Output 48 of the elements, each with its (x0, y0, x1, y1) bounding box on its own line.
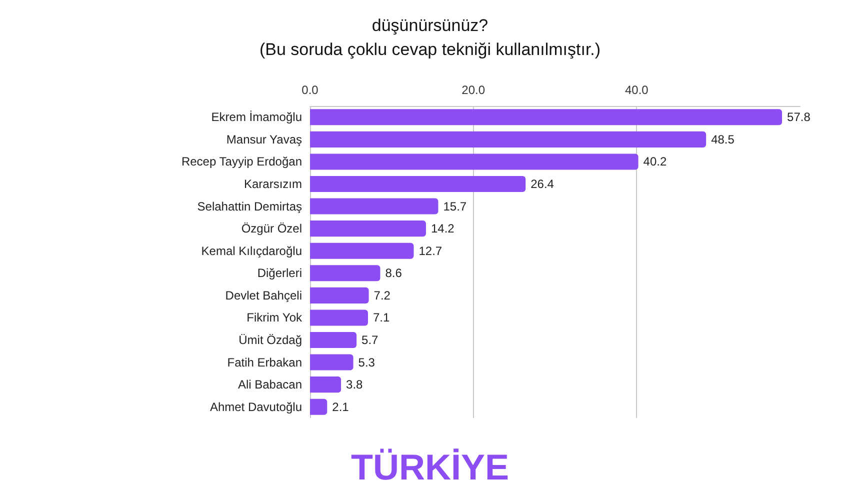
data-label: 5.7 (362, 333, 379, 347)
data-label: 3.8 (346, 378, 364, 392)
y-tick-label: Kemal Kılıçdaroğlu (201, 244, 302, 258)
data-label: 12.7 (418, 244, 442, 258)
data-label: 2.1 (332, 400, 350, 414)
data-label: 48.5 (711, 132, 735, 146)
bar (310, 287, 369, 304)
bar (310, 154, 638, 170)
bar (310, 354, 354, 370)
y-tick-label: Devlet Bahçeli (225, 288, 302, 302)
bar (310, 376, 342, 393)
y-tick-label: Ümit Özdağ (238, 333, 302, 347)
chart-subtitle: (Bu soruda çoklu cevap tekniği kullanılmıştır.) (259, 40, 601, 59)
data-label: 26.4 (530, 177, 554, 191)
data-label: 7.1 (372, 310, 390, 325)
y-tick-label: Selahattin Demirtaş (197, 199, 302, 214)
x-tick-label: 20.0 (462, 83, 486, 97)
y-tick-label: Recep Tayyip Erdoğan (181, 154, 302, 169)
bar (310, 176, 526, 192)
y-tick-label: Özgür Özel (241, 222, 302, 236)
bar (310, 332, 357, 348)
y-tick-label: Mansur Yavaş (226, 132, 302, 146)
y-tick-label: Kararsızım (244, 177, 302, 191)
data-label: 14.2 (430, 222, 455, 236)
data-label: 5.3 (358, 355, 376, 370)
y-tick-label: Fatih Erbakan (227, 355, 302, 370)
bar (310, 198, 438, 214)
bar (310, 131, 706, 148)
x-tick-label: 40.0 (624, 83, 649, 97)
chart-title: düşünürsünüz? (372, 16, 488, 35)
data-label: 40.2 (643, 154, 667, 169)
bar (310, 109, 782, 126)
x-tick-label: 0.0 (302, 83, 319, 97)
y-tick-label: Fikrim Yok (246, 310, 303, 325)
y-tick-label: Ali Babacan (238, 378, 302, 392)
y-tick-label: Ekrem İmamoğlu (211, 110, 302, 124)
bar (310, 398, 328, 415)
text: TÜRKİYE (350, 446, 510, 488)
y-tick-label: Ahmet Davutoğlu (210, 400, 302, 414)
data-label: 7.2 (374, 288, 391, 302)
bar (310, 265, 380, 282)
bar (310, 220, 426, 237)
bar (310, 242, 414, 259)
y-tick-label: Diğerleri (257, 266, 302, 280)
bar (310, 310, 368, 326)
data-label: 8.6 (385, 266, 402, 280)
data-label: 57.8 (787, 110, 811, 124)
data-label: 15.7 (443, 199, 467, 214)
